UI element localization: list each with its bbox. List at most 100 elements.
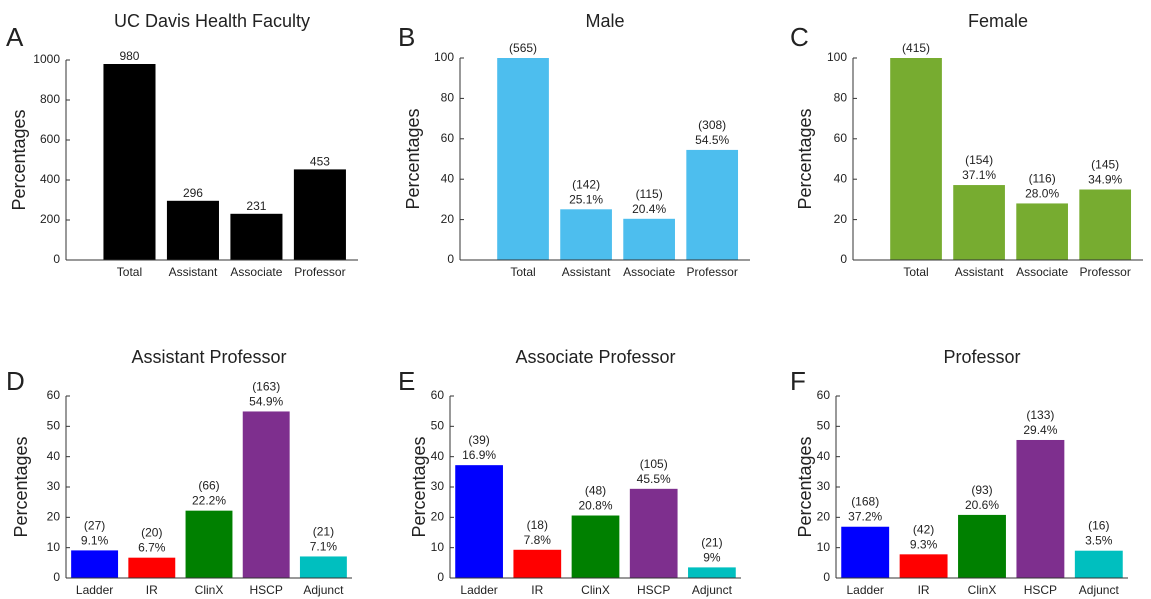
y-tick-label: 30 (431, 479, 445, 493)
y-tick-label: 1000 (33, 52, 60, 66)
data-label: 296 (183, 186, 203, 200)
x-tick-label: Ladder (847, 583, 884, 597)
x-tick-label: Ladder (460, 583, 497, 597)
y-tick-label: 400 (40, 172, 60, 186)
chart-title: Associate Professor (515, 347, 675, 367)
x-tick-label: Adjunct (1079, 583, 1120, 597)
y-tick-label: 0 (437, 570, 444, 584)
y-tick-label: 200 (40, 212, 60, 226)
y-tick-label: 20 (817, 510, 831, 524)
data-label: (16) (1088, 519, 1109, 533)
panel-letter: D (6, 366, 25, 396)
bar (623, 218, 675, 260)
data-label: 54.9% (249, 394, 283, 408)
x-tick-label: IR (918, 583, 930, 597)
data-label: 7.1% (310, 539, 338, 553)
y-tick-label: 30 (817, 479, 831, 493)
y-axis-label: Percentages (11, 436, 31, 537)
x-tick-label: Total (117, 265, 142, 279)
y-tick-label: 20 (834, 212, 848, 226)
data-label: (20) (141, 526, 162, 540)
bar (899, 554, 948, 578)
bar (841, 526, 890, 578)
y-tick-label: 50 (431, 419, 445, 433)
data-label: 980 (119, 49, 139, 63)
y-axis-label: Percentages (9, 109, 29, 210)
data-label: 453 (310, 154, 330, 168)
y-tick-label: 800 (40, 92, 60, 106)
data-label: (163) (252, 379, 280, 393)
data-label: (93) (971, 483, 992, 497)
y-tick-label: 40 (441, 171, 455, 185)
data-label: 37.2% (848, 510, 882, 524)
data-label: 6.7% (138, 541, 166, 555)
data-label: 34.9% (1088, 173, 1122, 187)
y-tick-label: 0 (823, 570, 830, 584)
chart-title: UC Davis Health Faculty (114, 11, 310, 31)
data-label: (48) (585, 484, 606, 498)
chart-title: Female (968, 11, 1028, 31)
data-label: 7.8% (524, 533, 552, 547)
x-tick-label: Assistant (169, 265, 218, 279)
y-tick-label: 80 (834, 91, 848, 105)
bar (571, 515, 620, 578)
bar (166, 200, 219, 260)
y-tick-label: 40 (817, 449, 831, 463)
bar (513, 549, 562, 578)
chart-title: Assistant Professor (131, 347, 286, 367)
y-tick-label: 0 (53, 570, 60, 584)
x-tick-label: HSCP (250, 583, 283, 597)
y-axis-label: Percentages (403, 108, 423, 209)
x-tick-label: HSCP (1024, 583, 1057, 597)
bar (293, 169, 346, 260)
data-label: (168) (851, 495, 879, 509)
y-tick-label: 60 (47, 388, 61, 402)
data-label: 25.1% (569, 192, 603, 206)
y-tick-label: 30 (47, 479, 61, 493)
x-tick-label: Ladder (76, 583, 113, 597)
data-label: 22.2% (192, 494, 226, 508)
data-label: (116) (1029, 171, 1056, 185)
x-tick-label: Professor (686, 265, 737, 279)
data-label: 20.6% (965, 498, 999, 512)
data-label: 54.5% (695, 133, 729, 147)
y-tick-label: 50 (47, 419, 61, 433)
x-tick-label: ClinX (581, 583, 610, 597)
data-label: (565) (509, 41, 537, 55)
y-tick-label: 600 (40, 132, 60, 146)
data-label: (18) (527, 518, 548, 532)
data-label: (39) (468, 433, 489, 447)
y-tick-label: 60 (817, 388, 831, 402)
y-tick-label: 40 (47, 449, 61, 463)
bar (1074, 550, 1123, 578)
y-tick-label: 80 (441, 91, 455, 105)
y-axis-label: Percentages (795, 108, 815, 209)
data-label: (21) (313, 524, 334, 538)
x-tick-label: Professor (1079, 265, 1130, 279)
bar (230, 213, 283, 260)
data-label: 9.1% (81, 533, 109, 547)
y-tick-label: 0 (53, 252, 60, 266)
y-tick-label: 20 (47, 510, 61, 524)
panel-letter: C (790, 22, 809, 52)
data-label: 3.5% (1085, 534, 1113, 548)
bar (455, 465, 503, 578)
y-tick-label: 60 (834, 131, 848, 145)
chart-title: Professor (943, 347, 1020, 367)
data-label: 29.4% (1023, 423, 1057, 437)
bar (953, 185, 1005, 260)
bar (128, 557, 176, 578)
data-label: (133) (1026, 408, 1054, 422)
y-tick-label: 40 (834, 171, 848, 185)
y-axis-label: Percentages (795, 436, 815, 537)
y-tick-label: 0 (840, 252, 847, 266)
data-label: (308) (698, 118, 726, 132)
data-label: (27) (84, 518, 105, 532)
data-label: 28.0% (1025, 186, 1059, 200)
data-label: 9.3% (910, 537, 938, 551)
x-tick-label: Assistant (955, 265, 1004, 279)
bar (185, 510, 233, 578)
data-label: 45.5% (637, 472, 671, 486)
x-tick-label: Assistant (562, 265, 611, 279)
